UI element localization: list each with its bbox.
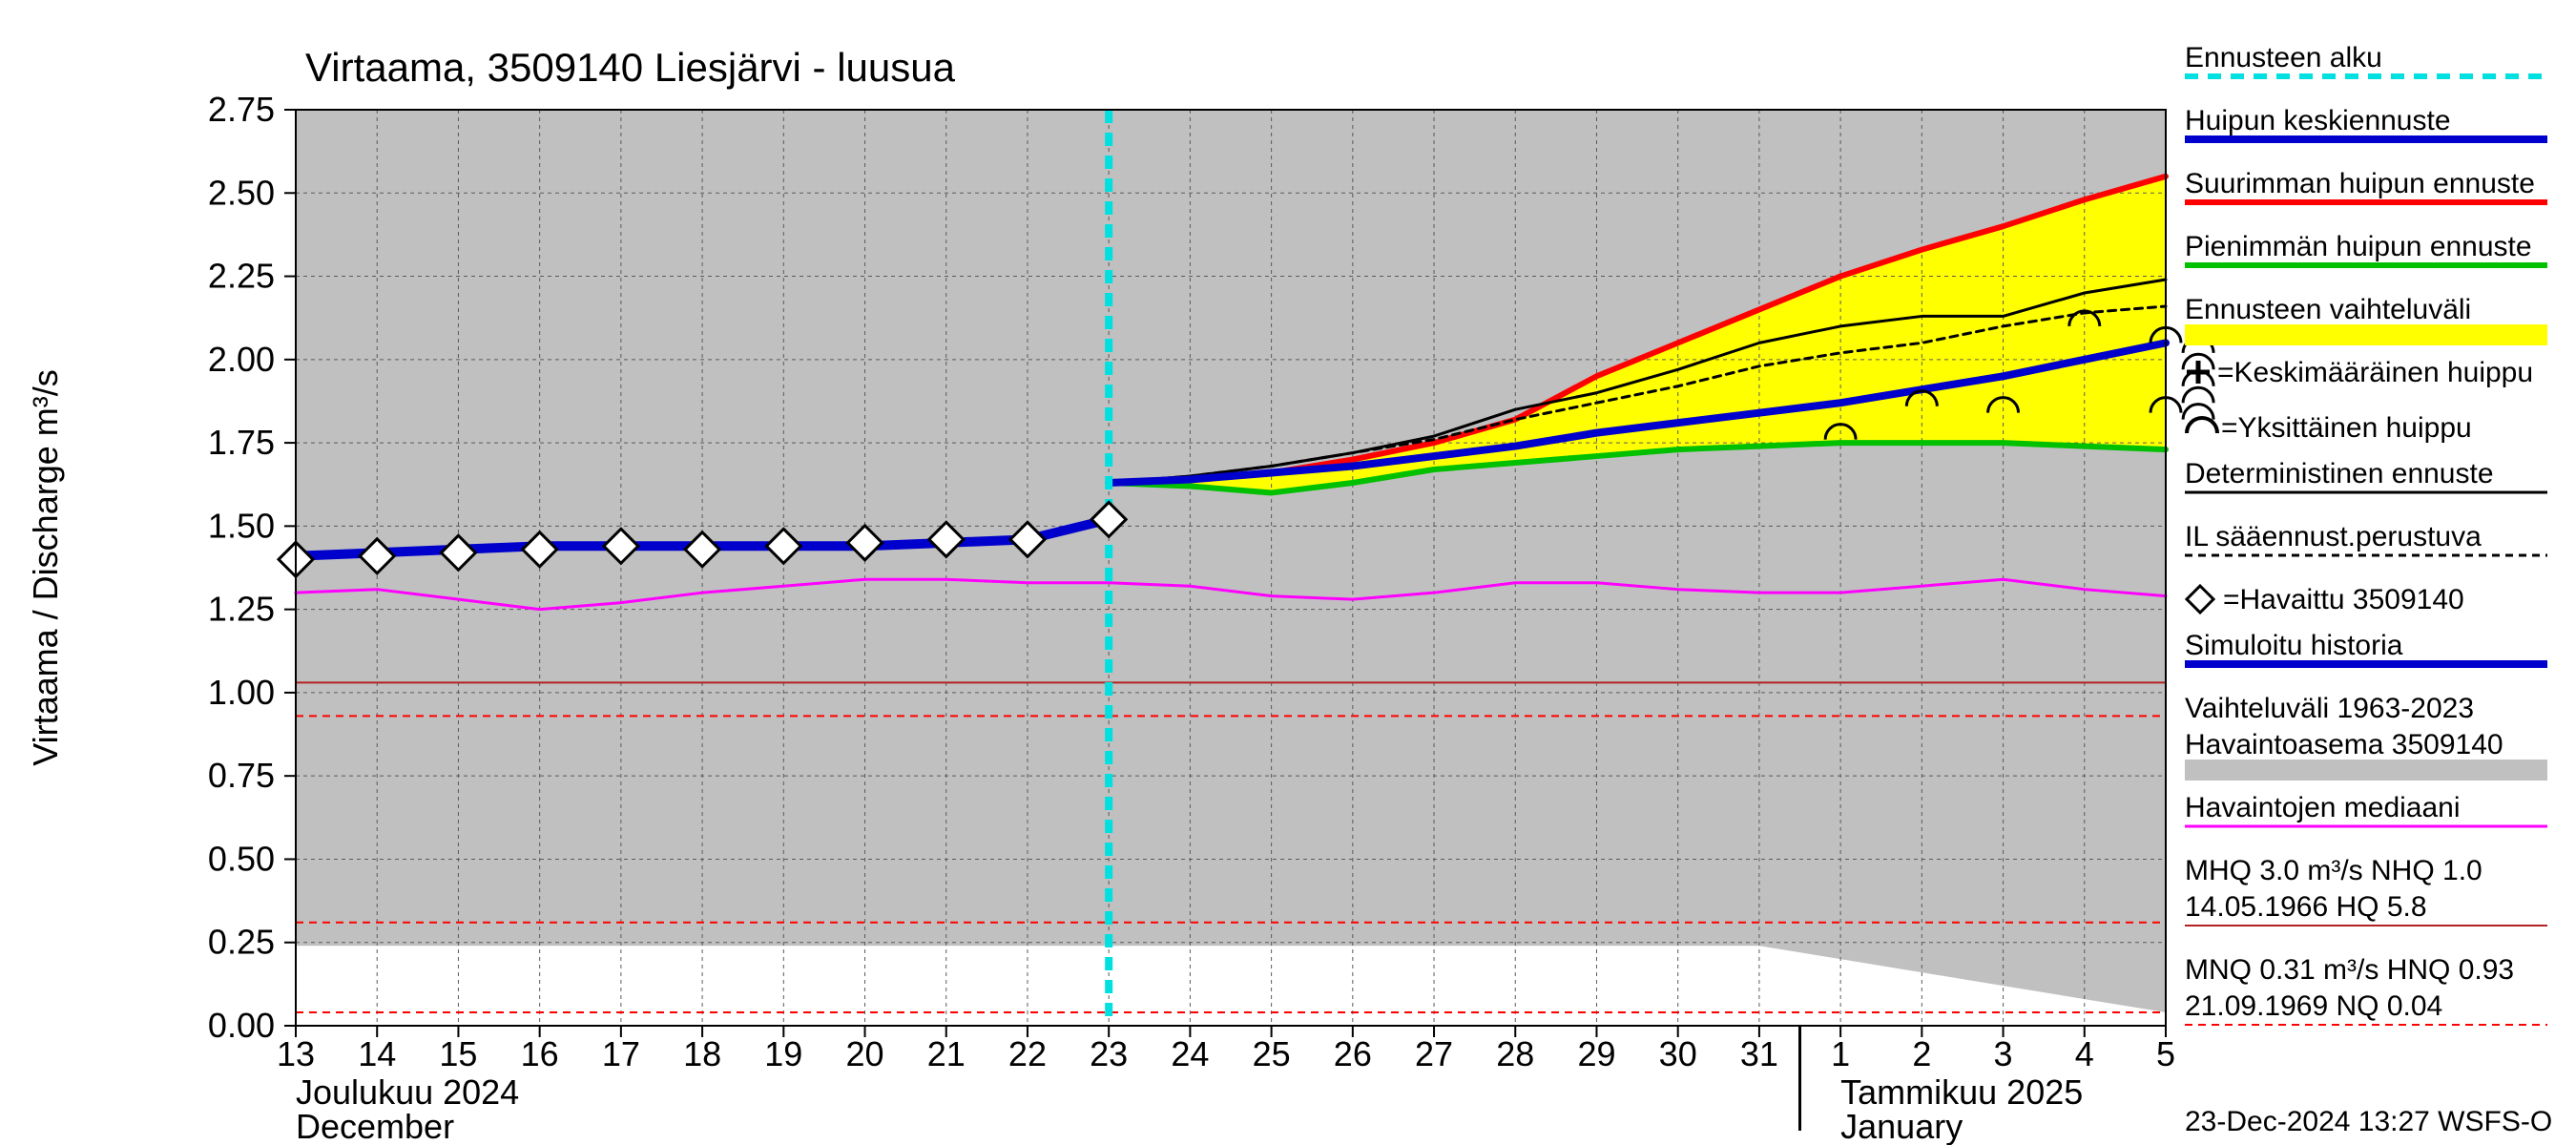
- ytick-label: 0.75: [208, 756, 275, 795]
- legend-label-mnq2: 21.09.1969 NQ 0.04: [2185, 990, 2442, 1022]
- ytick-label: 1.75: [208, 423, 275, 462]
- ytick-label: 0.25: [208, 923, 275, 962]
- xtick-label: 4: [2075, 1034, 2094, 1073]
- xtick-label: 1: [1831, 1034, 1850, 1073]
- xtick-label: 27: [1415, 1034, 1453, 1073]
- xtick-label: 16: [521, 1034, 559, 1073]
- ytick-label: 2.50: [208, 173, 275, 212]
- ytick-label: 2.00: [208, 340, 275, 379]
- ytick-label: 0.00: [208, 1006, 275, 1045]
- legend-label-havaittu: =Havaittu 3509140: [2223, 584, 2464, 615]
- legend-label-ennusteen_alku: Ennusteen alku: [2185, 42, 2382, 73]
- plot-background: [296, 110, 2166, 1026]
- legend-label-pienin: Pienimmän huipun ennuste: [2185, 231, 2532, 262]
- xtick-label: 3: [1994, 1034, 2013, 1073]
- xtick-label: 13: [277, 1034, 315, 1073]
- chart-footer: 23-Dec-2024 13:27 WSFS-O: [2185, 1106, 2552, 1137]
- legend-sample-vaihteluvali_hist_2: [2185, 760, 2547, 781]
- chart-title: Virtaama, 3509140 Liesjärvi - luusua: [305, 45, 956, 90]
- y-axis-label: Virtaama / Discharge m³/s: [26, 369, 65, 765]
- xtick-label: 30: [1659, 1034, 1697, 1073]
- ytick-label: 1.50: [208, 506, 275, 545]
- legend-label-vaihteluvali_hist_2: Havaintoasema 3509140: [2185, 729, 2503, 760]
- chart-container: 0.00 0.25 0.50 0.75 1.00 1.25 1.50 1.75 2.00 2.25…: [0, 0, 2576, 1145]
- legend-label-il_saa: IL sääennust.perustuva: [2185, 521, 2482, 552]
- legend-label-yksittainen: =Yksittäinen huippu: [2221, 412, 2472, 444]
- ytick-label: 1.25: [208, 590, 275, 629]
- legend-arc: [2187, 418, 2217, 433]
- individual-peak-marker: [2183, 387, 2213, 403]
- xtick-label: 14: [358, 1034, 396, 1073]
- month1-en: December: [296, 1107, 454, 1145]
- legend-label-deterministinen: Deterministinen ennuste: [2185, 458, 2494, 489]
- month2-en: January: [1840, 1107, 1963, 1145]
- xtick-label: 22: [1008, 1034, 1047, 1073]
- ytick-label: 2.75: [208, 90, 275, 129]
- legend-label-mhq1: MHQ 3.0 m³/s NHQ 1.0: [2185, 855, 2483, 886]
- xtick-label: 21: [927, 1034, 966, 1073]
- xtick-label: 17: [602, 1034, 640, 1073]
- legend-label-vaihteluvali: Ennusteen vaihteluväli: [2185, 294, 2471, 325]
- month2-fi: Tammikuu 2025: [1840, 1072, 2083, 1112]
- xtick-label: 5: [2156, 1034, 2175, 1073]
- legend-label-suurin: Suurimman huipun ennuste: [2185, 168, 2535, 199]
- legend-label-keskimaarainen: =Keskimääräinen huippu: [2217, 357, 2533, 388]
- legend-label-huipun_keski: Huipun keskiennuste: [2185, 105, 2451, 136]
- xtick-label: 24: [1171, 1034, 1209, 1073]
- xtick-label: 29: [1577, 1034, 1615, 1073]
- xtick-label: 31: [1740, 1034, 1778, 1073]
- xtick-label: 19: [764, 1034, 802, 1073]
- xtick-label: 25: [1253, 1034, 1291, 1073]
- legend-label-mhq2: 14.05.1966 HQ 5.8: [2185, 891, 2427, 923]
- legend-diamond: [2187, 586, 2213, 613]
- legend-sample-vaihteluvali: [2185, 324, 2547, 345]
- xtick-label: 18: [683, 1034, 721, 1073]
- legend-label-mediaani: Havaintojen mediaani: [2185, 792, 2461, 823]
- discharge-chart: 0.00 0.25 0.50 0.75 1.00 1.25 1.50 1.75 2.00 2.25…: [0, 0, 2576, 1145]
- xtick-label: 15: [439, 1034, 477, 1073]
- legend-label-mnq1: MNQ 0.31 m³/s HNQ 0.93: [2185, 954, 2514, 986]
- xtick-label: 28: [1496, 1034, 1534, 1073]
- xtick-label: 26: [1334, 1034, 1372, 1073]
- xtick-label: 2: [1912, 1034, 1931, 1073]
- ytick-label: 1.00: [208, 673, 275, 712]
- legend-label-simuloitu: Simuloitu historia: [2185, 630, 2403, 661]
- legend-label-vaihteluvali_hist_1: Vaihteluväli 1963-2023: [2185, 693, 2474, 724]
- month1-fi: Joulukuu 2024: [296, 1072, 519, 1112]
- ytick-label: 2.25: [208, 257, 275, 296]
- xtick-label: 20: [845, 1034, 883, 1073]
- xtick-label: 23: [1090, 1034, 1128, 1073]
- ytick-label: 0.50: [208, 839, 275, 878]
